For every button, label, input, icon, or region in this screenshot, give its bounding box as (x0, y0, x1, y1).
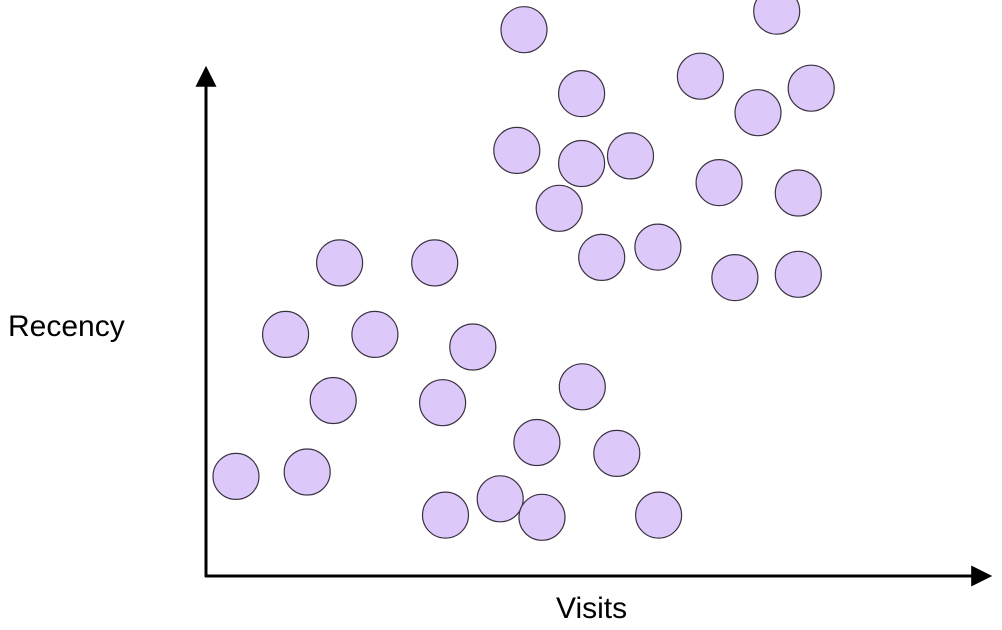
data-point-20 (557, 139, 606, 188)
data-point-32 (774, 250, 822, 298)
y-axis-label: Recency (8, 310, 125, 343)
data-point-29 (787, 64, 835, 112)
data-point-30 (774, 169, 822, 217)
data-point-16 (634, 491, 683, 539)
data-point-23 (578, 233, 626, 281)
x-axis-label: Visits (556, 592, 628, 625)
data-point-3 (262, 310, 310, 358)
data-point-7 (411, 239, 459, 287)
data-point-2 (283, 448, 331, 496)
data-point-10 (421, 491, 470, 539)
data-point-27 (734, 89, 782, 137)
data-point-25 (676, 52, 725, 100)
data-point-12 (518, 493, 566, 541)
data-point-19 (493, 126, 541, 174)
data-point-22 (535, 184, 583, 232)
data-point-9 (449, 323, 497, 371)
data-point-8 (419, 379, 467, 427)
data-point-14 (558, 363, 606, 411)
data-point-1 (212, 452, 260, 500)
data-point-5 (316, 239, 364, 287)
data-point-17 (500, 6, 548, 54)
points-layer (212, 0, 835, 541)
data-point-15 (593, 429, 641, 477)
data-point-11 (476, 475, 524, 523)
data-point-13 (513, 418, 561, 467)
data-point-18 (557, 69, 606, 118)
data-point-6 (351, 310, 399, 358)
data-point-21 (606, 132, 655, 180)
data-point-26 (695, 159, 743, 207)
data-point-31 (711, 254, 759, 302)
data-point-28 (753, 0, 801, 35)
data-point-4 (309, 376, 357, 425)
data-point-24 (634, 223, 682, 271)
